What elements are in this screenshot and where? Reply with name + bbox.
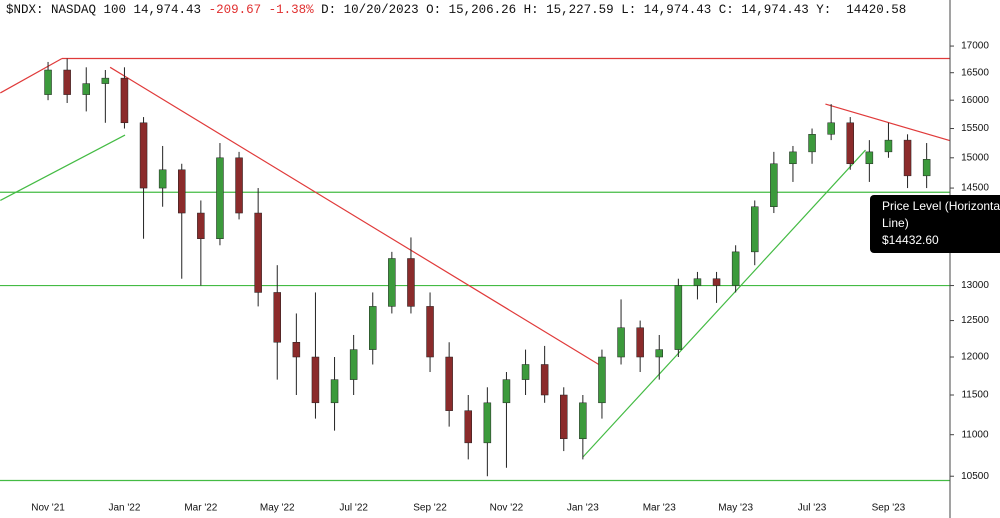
candle-body	[922, 159, 931, 177]
x-tick-label: Sep '23	[872, 503, 906, 514]
candle-body	[369, 306, 377, 350]
candle-body	[120, 77, 129, 124]
x-tick-label: Mar '23	[643, 503, 676, 514]
candle-body	[82, 83, 90, 95]
candle-body	[598, 356, 606, 404]
y-tick-label: 15000	[961, 152, 989, 163]
y-value: 14420.58	[846, 3, 907, 17]
candle-body	[483, 402, 492, 444]
x-tick-label: Mar '22	[184, 503, 217, 514]
trendline	[582, 149, 866, 458]
candle-body	[216, 157, 224, 239]
header: $NDX: NASDAQ 100 14,974.43 -209.67 -1.38…	[6, 3, 906, 17]
candle-body	[178, 169, 186, 214]
candle-body	[407, 258, 415, 307]
candle-body	[426, 306, 434, 358]
candle-body	[636, 327, 644, 358]
candle-body	[674, 285, 683, 350]
candle-body	[560, 394, 568, 440]
x-tick-label: Sep '22	[413, 503, 447, 514]
details: D: 10/20/2023 O: 15,206.26 H: 15,227.59 …	[321, 3, 832, 17]
y-tick-label: 11500	[961, 390, 989, 401]
candle-body	[579, 402, 587, 440]
change: -209.67	[208, 3, 262, 17]
candle-body	[617, 327, 625, 358]
tooltip-text: Price Level (Horizontal Line)	[882, 199, 1000, 230]
candle-body	[770, 163, 778, 207]
plot-area	[0, 57, 950, 482]
candle-body	[540, 364, 549, 396]
x-tick-label: Jan '22	[108, 503, 140, 514]
candle-body	[139, 122, 148, 189]
candle-body	[751, 206, 759, 253]
candle-body	[464, 410, 472, 444]
candle-body	[865, 151, 874, 165]
candle-body	[197, 212, 205, 239]
x-tick-label: May '23	[718, 503, 753, 514]
y-tick-label: 12500	[961, 315, 989, 326]
y-tick-label: 16500	[961, 67, 989, 78]
trendline	[825, 103, 950, 142]
candle-body	[712, 278, 721, 286]
x-tick-label: Jul '22	[339, 503, 368, 514]
candle-body	[44, 69, 52, 95]
tooltip-value: $14432.60	[882, 233, 939, 247]
x-tick-label: Jan '23	[567, 503, 599, 514]
candle-body	[827, 122, 835, 135]
y-tick-label: 13000	[961, 280, 989, 291]
candle-body	[235, 157, 243, 214]
candle-body	[502, 379, 511, 404]
candle-body	[655, 349, 663, 358]
trendline	[0, 134, 126, 201]
tooltip: Price Level (Horizontal Line) $14432.60	[870, 195, 1000, 253]
change-pct: -1.38%	[268, 3, 314, 17]
candle-body	[884, 139, 893, 153]
candle-body	[445, 356, 453, 411]
last-price: 14,974.43	[133, 3, 202, 17]
x-tick-label: Nov '22	[490, 503, 524, 514]
candle-body	[521, 364, 530, 380]
y-tick-label: 16000	[961, 95, 989, 106]
trendline	[109, 66, 601, 366]
candle-body	[63, 69, 71, 95]
candle-body	[273, 292, 281, 343]
candle-body	[693, 278, 702, 286]
candle-body	[330, 379, 339, 404]
candle-body	[349, 349, 358, 380]
symbol: $NDX: NASDAQ 100	[6, 3, 127, 17]
x-tick-label: Nov '21	[31, 503, 65, 514]
candle-body	[903, 139, 912, 177]
candle-body	[808, 134, 816, 153]
y-tick-label: 12000	[961, 352, 989, 363]
y-tick-label: 11000	[961, 429, 989, 440]
candle-body	[731, 251, 740, 286]
candle-body	[846, 122, 854, 165]
candle-body	[158, 169, 167, 189]
candle-body	[388, 258, 396, 307]
candle-body	[292, 342, 301, 358]
x-tick-label: Jul '23	[798, 503, 827, 514]
trendline	[0, 58, 63, 94]
candle-body	[789, 151, 797, 165]
x-tick-label: May '22	[260, 503, 295, 514]
y-tick-label: 15500	[961, 123, 989, 134]
y-tick-label: 10500	[961, 471, 989, 482]
candle-body	[254, 212, 262, 293]
candle-body	[311, 356, 320, 404]
candle-body	[101, 77, 110, 84]
y-tick-label: 14500	[961, 183, 989, 194]
y-tick-label: 17000	[961, 41, 989, 52]
